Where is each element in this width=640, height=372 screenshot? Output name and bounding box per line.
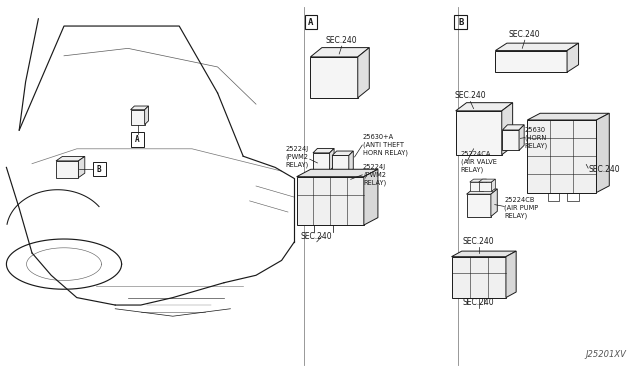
Polygon shape [456, 103, 513, 111]
Bar [56, 161, 79, 177]
Bar [131, 110, 145, 125]
Bar [131, 132, 144, 147]
Polygon shape [79, 156, 85, 177]
Polygon shape [297, 169, 378, 177]
Polygon shape [506, 251, 516, 298]
Polygon shape [492, 179, 495, 192]
Bar [495, 51, 567, 72]
Bar [502, 130, 519, 150]
Text: 25224J
(PWM2
RELAY): 25224J (PWM2 RELAY) [285, 146, 308, 169]
Polygon shape [131, 106, 148, 110]
Polygon shape [145, 106, 148, 125]
Polygon shape [452, 251, 516, 257]
Bar [567, 193, 579, 201]
Bar [548, 193, 559, 201]
Polygon shape [479, 179, 495, 182]
Polygon shape [330, 148, 334, 171]
Polygon shape [502, 125, 524, 130]
Polygon shape [495, 43, 579, 51]
Text: 25630+A
(ANTI THEFT
HORN RELAY): 25630+A (ANTI THEFT HORN RELAY) [363, 134, 408, 156]
Bar [479, 182, 492, 192]
Text: 25630
(HORN
RELAY): 25630 (HORN RELAY) [525, 126, 548, 149]
Polygon shape [358, 48, 369, 98]
Bar [332, 155, 349, 173]
Bar [297, 177, 364, 225]
Polygon shape [467, 189, 497, 194]
Polygon shape [596, 113, 609, 193]
Text: 25224CB
(AIR PUMP
RELAY): 25224CB (AIR PUMP RELAY) [504, 197, 539, 219]
Bar [313, 153, 330, 171]
Polygon shape [502, 103, 513, 155]
Text: B: B [97, 165, 102, 174]
Bar [470, 182, 483, 192]
Polygon shape [364, 169, 378, 225]
Bar [527, 120, 596, 193]
Bar [454, 15, 467, 29]
Text: SEC.240: SEC.240 [301, 232, 333, 241]
Polygon shape [470, 179, 486, 182]
Text: A: A [135, 135, 140, 144]
Polygon shape [310, 48, 369, 57]
Text: J25201XV: J25201XV [585, 350, 626, 359]
Polygon shape [483, 179, 486, 192]
Bar [467, 194, 491, 217]
Polygon shape [491, 189, 497, 217]
Text: SEC.240: SEC.240 [509, 30, 541, 39]
Polygon shape [527, 113, 609, 120]
Bar [456, 111, 502, 155]
Text: 25224J
(PWM2
RELAY): 25224J (PWM2 RELAY) [363, 164, 386, 186]
Bar [452, 257, 506, 298]
Polygon shape [313, 148, 334, 153]
Text: SEC.240: SEC.240 [463, 298, 495, 307]
Bar [305, 15, 317, 29]
Text: A: A [308, 18, 314, 27]
Text: SEC.240: SEC.240 [326, 36, 358, 45]
Text: SEC.240: SEC.240 [454, 92, 486, 100]
Polygon shape [567, 43, 579, 72]
Text: B: B [458, 18, 463, 27]
Text: 25224CA
(AIR VALVE
RELAY): 25224CA (AIR VALVE RELAY) [461, 151, 497, 173]
Bar [310, 57, 358, 98]
Bar [93, 162, 106, 176]
Text: SEC.240: SEC.240 [589, 165, 620, 174]
Polygon shape [349, 151, 353, 173]
Text: SEC.240: SEC.240 [463, 237, 495, 246]
Polygon shape [332, 151, 353, 155]
Polygon shape [519, 125, 524, 150]
Polygon shape [56, 156, 85, 161]
